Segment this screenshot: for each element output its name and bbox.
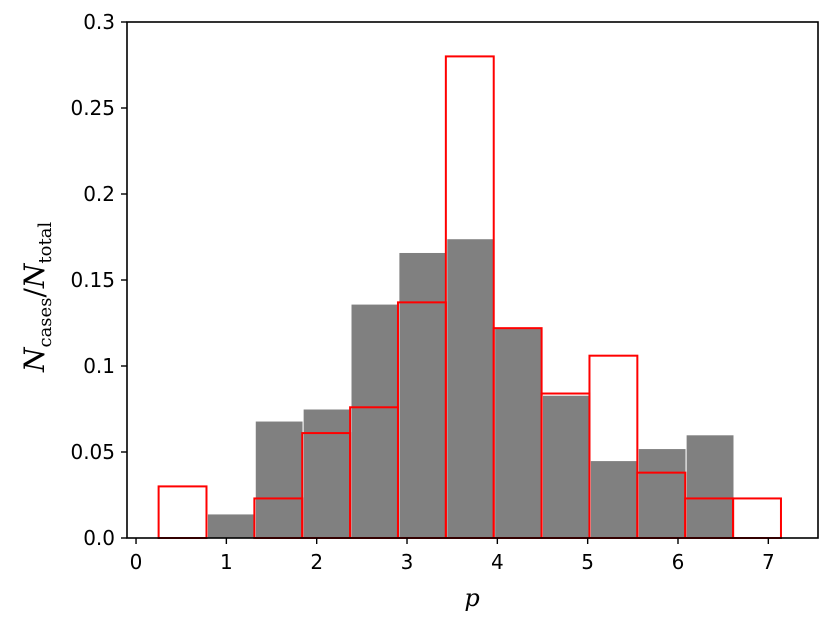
y-axis-label-sub-total: total: [35, 222, 56, 264]
filled-bar-10: [685, 434, 735, 539]
outline-bar-0: [157, 485, 208, 539]
filled-bar-7: [542, 394, 591, 539]
x-tick-label-3: 3: [401, 550, 414, 574]
y-tick-label-6: 0.3: [83, 10, 115, 34]
y-axis-label-slash: /: [18, 288, 51, 298]
filled-bar-4: [398, 251, 448, 539]
x-tick-label-5: 5: [581, 550, 594, 574]
filled-bar-6: [494, 327, 544, 539]
y-axis-ticks: 0.0 0.05 0.1 0.15 0.2 0.25 0.3: [70, 10, 127, 550]
filled-bar-1: [254, 420, 304, 539]
filled-bar-8: [589, 460, 639, 539]
filled-bar-5: [446, 238, 496, 539]
x-tick-label-7: 7: [762, 550, 775, 574]
filled-bar-0: [206, 513, 256, 539]
y-tick-label-5: 0.25: [70, 96, 115, 120]
y-axis-label-n1: N: [18, 346, 51, 373]
y-axis-label-n2: N: [18, 262, 51, 289]
filled-bar-3: [350, 303, 400, 539]
filled-bar-9: [637, 448, 687, 539]
y-axis-label-sub-cases: cases: [35, 298, 56, 348]
x-tick-label-0: 0: [130, 550, 143, 574]
x-tick-label-6: 6: [672, 550, 685, 574]
x-axis-ticks: 0 1 2 3 4 5 6 7: [130, 538, 775, 574]
filled-bar-2: [302, 408, 352, 539]
y-tick-label-1: 0.05: [70, 440, 115, 464]
y-tick-label-4: 0.2: [83, 182, 115, 206]
outline-bar-12: [732, 497, 782, 540]
y-tick-label-3: 0.15: [70, 268, 115, 292]
filled-histogram-series: [206, 238, 735, 539]
y-tick-label-2: 0.1: [83, 354, 115, 378]
y-tick-label-0: 0.0: [83, 526, 115, 550]
y-axis-label: Ncases/Ntotal: [18, 222, 56, 373]
x-tick-label-1: 1: [220, 550, 233, 574]
x-tick-label-2: 2: [310, 550, 323, 574]
x-tick-label-4: 4: [491, 550, 504, 574]
x-axis-label: p: [464, 584, 479, 612]
